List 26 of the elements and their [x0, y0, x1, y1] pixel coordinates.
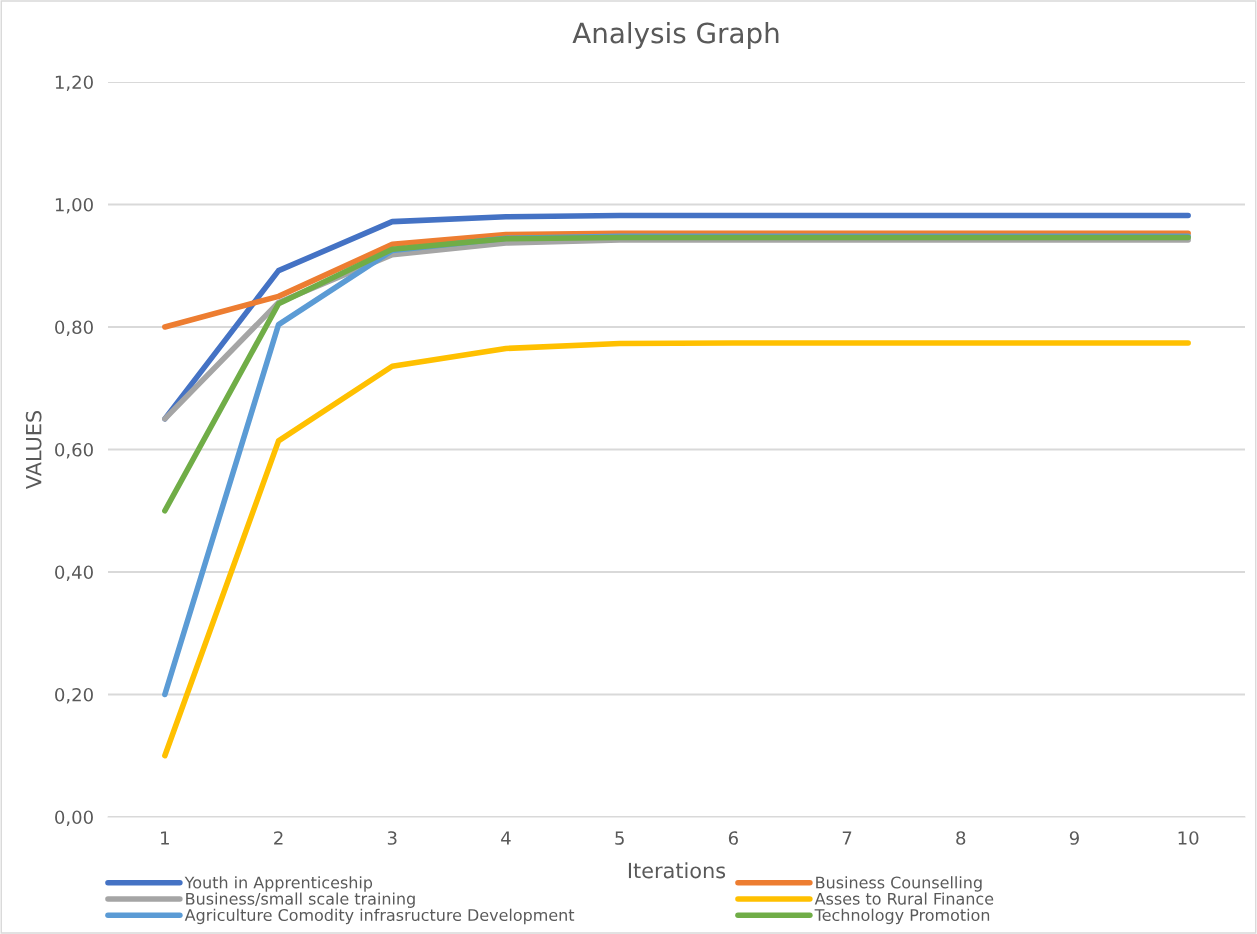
y-tick-label: 1,00: [55, 197, 93, 214]
x-tick-label: 3: [387, 831, 397, 845]
x-tick-label: 8: [956, 831, 966, 845]
y-axis-title: VALUES: [25, 410, 42, 490]
legend-label: Business Counselling: [816, 876, 982, 892]
legend-label: Technology Promotion: [814, 908, 990, 925]
x-tick-label: 5: [615, 831, 624, 845]
legend-label: Youth in Apprenticeship: [184, 876, 373, 892]
legend-label: Agriculture Comodity infrasructure Development: [184, 908, 575, 925]
x-tick-label: 10: [1178, 831, 1199, 845]
x-tick-label: 2: [274, 831, 283, 845]
y-tick-label: 0,60: [55, 442, 93, 459]
x-tick-label: 6: [728, 831, 738, 845]
x-tick-label: 1: [161, 831, 169, 845]
x-tick-label: 4: [501, 831, 511, 845]
chart-title: Analysis Graph: [572, 22, 779, 49]
y-tick-label: 0,80: [55, 320, 93, 336]
y-tick-label: 1,20: [55, 75, 93, 91]
y-tick-label: 0,40: [55, 565, 93, 581]
y-tick-label: 0,00: [55, 810, 93, 826]
x-axis-title: Iterations: [628, 862, 726, 879]
x-tick-label: 7: [842, 831, 852, 845]
x-tick-label: 9: [1069, 831, 1079, 845]
legend-label: Business/small scale training: [186, 892, 415, 908]
y-tick-label: 0,20: [55, 687, 93, 704]
legend-label: Asses to Rural Finance: [814, 892, 994, 905]
